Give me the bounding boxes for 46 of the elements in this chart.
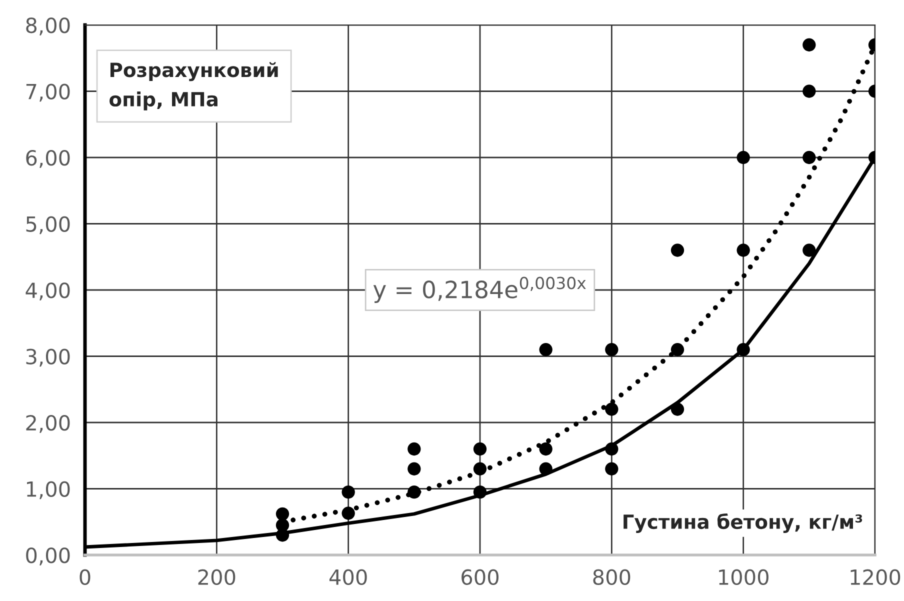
x-tick-label: 0 <box>80 569 90 586</box>
x-tick-label: 400 <box>329 569 367 586</box>
y-axis-title: Розрахунковий опір, МПа <box>110 62 278 110</box>
point <box>408 442 421 456</box>
point <box>605 442 618 456</box>
y-tick-label: 4,00 <box>26 282 70 300</box>
y-tick-label: 3,00 <box>26 348 70 367</box>
point <box>605 402 618 416</box>
point <box>539 462 552 476</box>
point <box>802 84 816 98</box>
point <box>539 442 552 456</box>
annotation: y = 0,2184e$^{0,0030x}$ <box>373 276 586 303</box>
point <box>473 462 487 476</box>
point <box>736 150 750 164</box>
point <box>276 507 290 521</box>
point <box>473 485 487 499</box>
point <box>736 343 750 356</box>
point <box>276 528 290 542</box>
y-tick-label: 1,00 <box>27 481 70 500</box>
x-axis-title: Густина бетону, кг/м³ <box>624 513 862 534</box>
point <box>670 402 684 416</box>
y-tick-label: 2,00 <box>26 414 70 433</box>
x-tick-label: 200 <box>198 569 236 586</box>
point <box>670 244 684 257</box>
x-tick-label: 1200 <box>850 569 900 586</box>
point <box>670 343 684 356</box>
y-tick-label: 8,00 <box>26 17 70 36</box>
point <box>605 462 618 476</box>
x-tick-label: 800 <box>593 569 630 586</box>
y-tick-label: 6,00 <box>26 150 70 168</box>
y-tick-label: 7,00 <box>26 84 70 102</box>
point <box>342 506 355 520</box>
x-tick-label: 600 <box>462 569 498 586</box>
point <box>802 244 816 257</box>
y-tick-label: 5,00 <box>26 216 70 234</box>
point <box>342 485 355 499</box>
point <box>736 244 750 257</box>
y-tick-label: 0,00 <box>26 547 70 566</box>
point <box>408 485 421 499</box>
point <box>605 343 618 356</box>
point <box>473 442 487 456</box>
point <box>539 343 552 356</box>
point <box>408 462 421 476</box>
point <box>802 38 816 52</box>
point <box>802 150 816 164</box>
x-tick-label: 1000 <box>719 569 768 586</box>
